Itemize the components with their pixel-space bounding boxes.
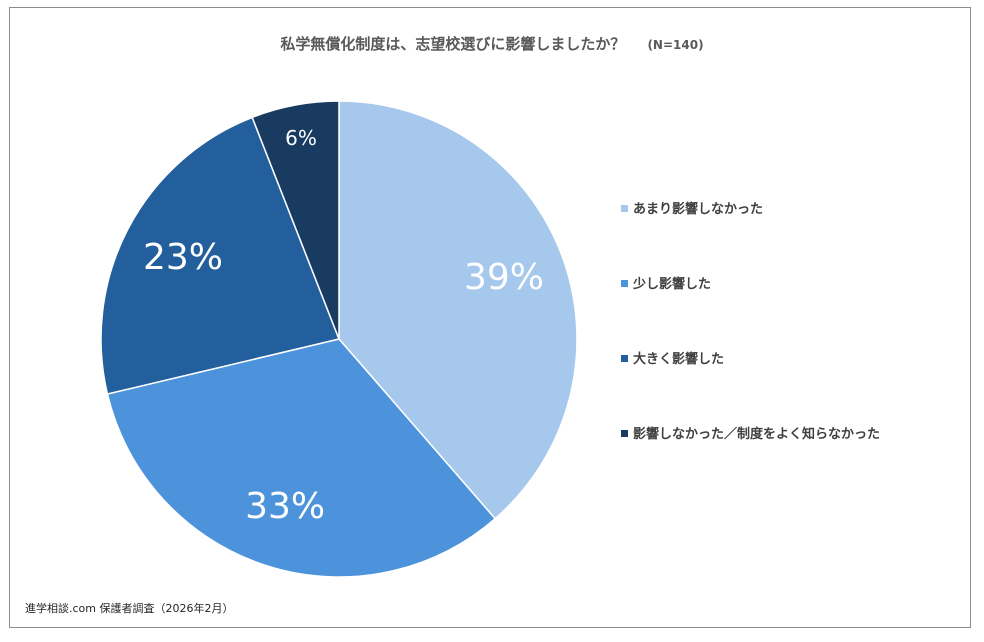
pie-slice [100,116,341,395]
legend-label: 少し影響した [633,277,712,292]
legend-label: 影響しなかった／制度をよく知らなかった [633,427,881,442]
pie-slice-label: 33% [245,486,325,527]
legend-item: 大きく影響した [621,348,724,367]
legend-item: 影響しなかった／制度をよく知らなかった [621,423,880,442]
source-note: 進学相談.com 保護者調査（2026年2月） [25,602,234,615]
legend-swatch [621,205,628,212]
chart-title: 私学無償化制度は、志望校選びに影響しましたか？ [280,35,626,53]
pie-slice [106,338,497,578]
legend-item: あまり影響しなかった [621,198,763,217]
chart-sample-size: (N=140) [647,38,704,52]
legend-swatch [621,280,628,287]
legend-label: 大きく影響した [633,352,725,367]
pie-slice-label: 6% [285,126,317,150]
pie-slice [338,100,578,520]
legend-swatch [621,355,628,362]
chart-title-row: 私学無償化制度は、志望校選びに影響しましたか？ (N=140) [0,33,984,54]
legend-label: あまり影響しなかった [633,202,764,217]
pie-slice-label: 23% [143,237,223,278]
legend-item: 少し影響した [621,273,711,292]
pie-slice [251,100,340,340]
pie-slice-label: 39% [464,257,544,298]
legend-swatch [621,430,628,437]
